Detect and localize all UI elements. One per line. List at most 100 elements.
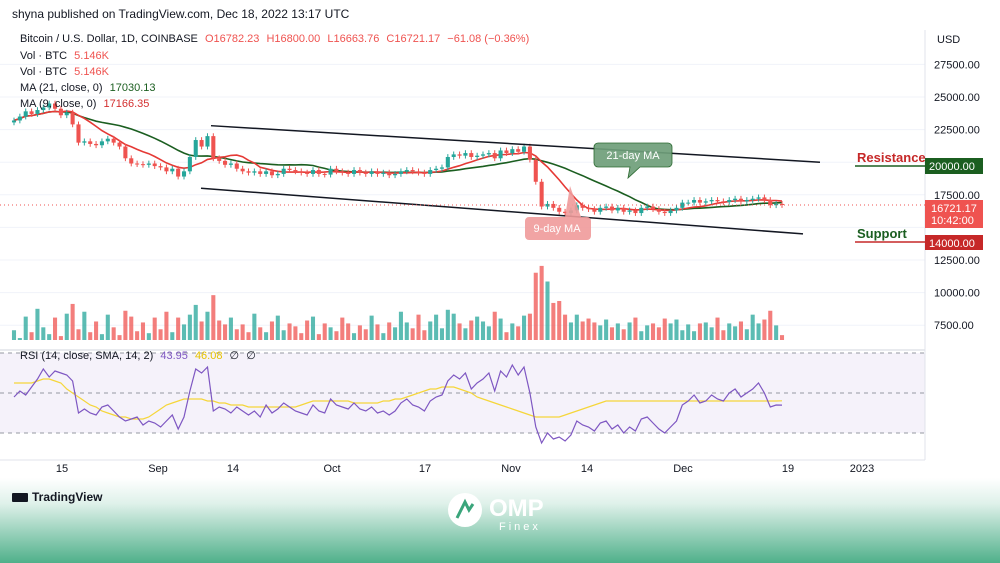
candle-body: [99, 141, 104, 146]
price-tick-label: 25000.00: [934, 92, 980, 104]
candle-body: [211, 136, 216, 159]
volume-bar: [228, 317, 233, 340]
candle-body: [246, 171, 251, 173]
price-tick-label: 12500.00: [934, 255, 980, 267]
volume-bar: [568, 322, 573, 340]
volume-bar: [404, 322, 409, 340]
candle-body: [164, 167, 169, 172]
ohlc-high: H16800.00: [266, 33, 321, 45]
candle-body: [58, 108, 63, 116]
candle-body: [305, 172, 310, 174]
candle-body: [269, 171, 274, 176]
volume-bar: [574, 314, 579, 340]
volume-bar: [709, 327, 714, 340]
time-tick-label: Nov: [501, 463, 521, 475]
volume-bar: [381, 333, 386, 340]
ma9-line: [13, 110, 783, 212]
candle-body: [627, 210, 632, 212]
ma9-legend: MA (9, close, 0) 17166.35: [20, 98, 153, 110]
time-tick-label: 19: [782, 463, 794, 475]
volume-bar: [516, 326, 521, 340]
volume-bar: [23, 316, 28, 340]
time-tick-label: Sep: [148, 463, 168, 475]
time-tick-label: 2023: [850, 463, 874, 475]
volume-bar: [375, 324, 380, 340]
volume-bar: [779, 335, 785, 340]
candle-body: [527, 146, 532, 160]
volume-bar: [258, 327, 263, 340]
candle-body: [287, 168, 292, 171]
ma21-label: MA (21, close, 0): [20, 82, 103, 94]
volume-bars: [11, 265, 785, 340]
candle-body: [152, 163, 157, 167]
vol1-value: 5.146K: [74, 50, 110, 62]
rsi-sma-value: 46.08: [194, 350, 223, 362]
volume-bar: [340, 317, 345, 340]
symbol-legend: Bitcoin / U.S. Dollar, 1D, COINBASE O167…: [20, 33, 533, 45]
price-tick-label: 22500.00: [934, 125, 980, 137]
volume-bar: [750, 314, 755, 340]
candle-body: [650, 206, 656, 210]
volume-bar: [158, 329, 163, 340]
volume-bar: [434, 314, 439, 340]
candle-body: [258, 171, 263, 174]
time-tick-label: Oct: [323, 463, 340, 475]
volume-bar: [469, 320, 474, 340]
omp-logo-icon: [448, 493, 482, 527]
candle-body: [539, 181, 544, 207]
volume-bar: [463, 328, 468, 340]
candle-body: [70, 112, 75, 125]
candle-body: [721, 201, 726, 203]
volume-bar: [398, 311, 403, 340]
candle-body: [111, 138, 116, 143]
volume-bar: [639, 331, 644, 340]
candle-body: [533, 159, 538, 182]
volume-bar: [187, 314, 192, 340]
footer-band: [0, 478, 1000, 563]
volume-bar: [551, 302, 556, 340]
price-tick-label: 7500.00: [934, 320, 974, 332]
volume-bar: [510, 323, 515, 340]
vol2-value: 5.146K: [74, 66, 110, 78]
volume-bar: [533, 272, 538, 340]
volume-bar: [715, 317, 720, 340]
volume-bar: [135, 331, 140, 340]
candle-body: [486, 153, 491, 155]
volume-bar: [246, 332, 251, 340]
volume-bar: [146, 333, 151, 340]
volume-bar: [123, 310, 128, 340]
candle-body: [123, 146, 128, 159]
volume-bar: [217, 320, 222, 340]
candle-body: [563, 211, 568, 214]
candle-body: [410, 170, 415, 172]
time-tick-label: 14: [227, 463, 239, 475]
time-axis: 15 Sep 14 Oct 17 Nov 14 Dec 19 2023: [0, 459, 925, 475]
candle-body: [387, 172, 392, 176]
candle-body: [23, 111, 28, 117]
candle-body: [697, 200, 702, 203]
candle-body: [328, 168, 333, 175]
time-tick-label: 15: [56, 463, 68, 475]
candle-body: [310, 170, 316, 174]
candle-body: [715, 200, 720, 202]
candle-body: [176, 168, 181, 177]
volume-bar: [692, 331, 697, 340]
candle-body: [281, 168, 286, 174]
resistance-tag: [925, 158, 983, 174]
vol1-label: Vol · BTC: [20, 50, 68, 62]
candle-body: [135, 163, 140, 165]
volume-bar: [58, 336, 63, 340]
candle-body: [492, 153, 497, 159]
candle-body: [146, 163, 151, 165]
candle-body: [434, 168, 439, 171]
volume-bar: [287, 323, 292, 340]
currency-label: USD: [937, 34, 960, 46]
candle-body: [35, 110, 40, 114]
volume-bar: [656, 327, 661, 340]
candle-body: [662, 211, 667, 214]
candle-body: [633, 210, 638, 214]
candle-body: [621, 207, 626, 212]
candle-body: [369, 171, 374, 174]
volume-bar: [17, 338, 22, 340]
volume-bar: [82, 311, 87, 340]
